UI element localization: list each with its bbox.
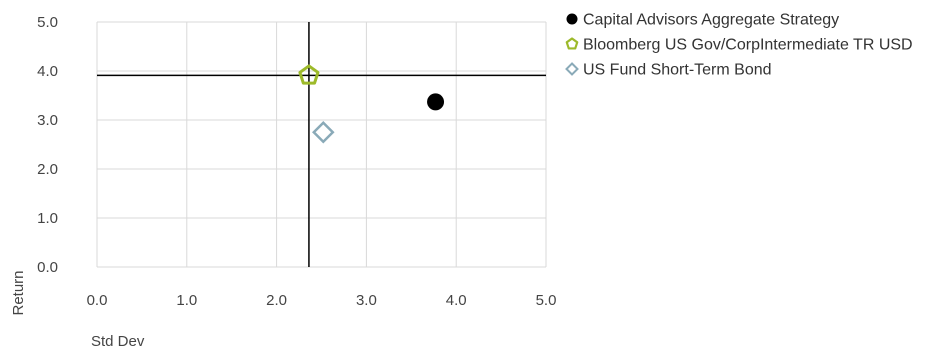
y-tick-label: 4.0 — [37, 63, 58, 80]
y-tick-labels: 0.0 1.0 2.0 3.0 4.0 5.0 — [37, 14, 58, 276]
data-point — [427, 93, 445, 111]
legend-marker — [566, 13, 578, 25]
x-tick-label: 4.0 — [446, 292, 467, 309]
x-tick-label: 0.0 — [87, 292, 108, 309]
legend-marker — [565, 37, 579, 50]
x-tick-label: 5.0 — [536, 292, 557, 309]
y-axis-title: Return — [10, 270, 27, 315]
data-point — [312, 120, 335, 144]
legend-label: Capital Advisors Aggregate Strategy — [583, 12, 839, 29]
x-tick-label: 3.0 — [356, 292, 377, 309]
y-gridlines — [97, 21, 546, 268]
benchmark-crosshair — [97, 22, 546, 267]
legend-label: US Fund Short-Term Bond — [583, 62, 772, 79]
legend-item: US Fund Short-Term Bond — [565, 62, 772, 79]
data-points — [298, 64, 445, 144]
chart-legend: Capital Advisors Aggregate Strategy Bloom… — [565, 12, 913, 79]
y-tick-label: 2.0 — [37, 161, 58, 178]
legend-label: Bloomberg US Gov/CorpIntermediate TR USD — [583, 37, 913, 54]
legend-marker — [565, 62, 579, 76]
x-tick-label: 1.0 — [176, 292, 197, 309]
y-tick-label: 0.0 — [37, 259, 58, 276]
x-tick-label: 2.0 — [266, 292, 287, 309]
data-point — [298, 64, 320, 85]
legend-item: Capital Advisors Aggregate Strategy — [566, 12, 839, 29]
x-axis-title: Std Dev — [91, 333, 145, 348]
y-tick-label: 5.0 — [37, 14, 58, 31]
legend-item: Bloomberg US Gov/CorpIntermediate TR USD — [565, 37, 913, 54]
x-tick-labels: 0.0 1.0 2.0 3.0 4.0 5.0 — [87, 292, 557, 309]
y-tick-label: 1.0 — [37, 210, 58, 227]
x-gridlines — [96, 22, 547, 267]
y-tick-label: 3.0 — [37, 112, 58, 129]
